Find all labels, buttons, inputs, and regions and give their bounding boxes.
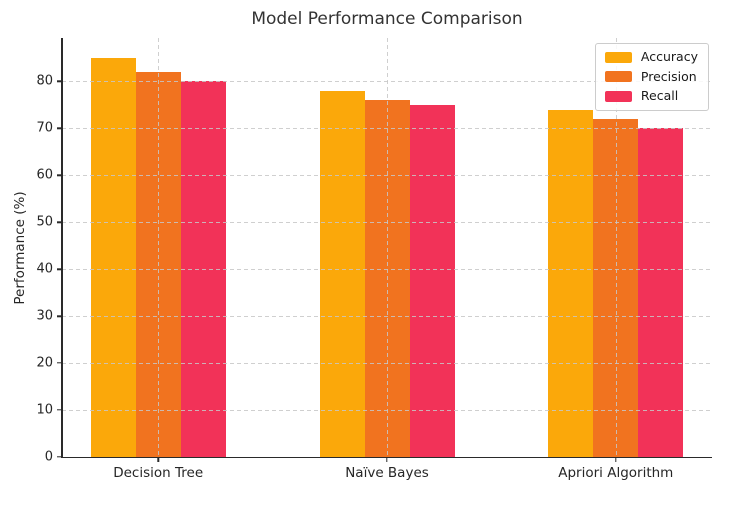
y-tick-label-50: 50 (36, 214, 53, 230)
y-tick-label-20: 20 (36, 355, 53, 371)
h-gridline-40 (62, 269, 712, 271)
bar-precision-1 (135, 72, 181, 457)
bar-recall-2 (409, 104, 455, 457)
bar-precision-3 (593, 118, 639, 457)
legend-swatch-accuracy (604, 51, 632, 63)
bar-recall-3 (638, 128, 684, 457)
h-gridline-20 (62, 363, 712, 365)
y-tick-label-70: 70 (36, 120, 53, 136)
h-gridline-50 (62, 222, 712, 224)
legend-label-precision: Precision (640, 68, 697, 84)
y-axis-spine (61, 38, 63, 457)
bar-precision-2 (364, 100, 410, 457)
bar-accuracy-1 (90, 57, 136, 457)
h-gridline-70 (62, 128, 712, 130)
v-gridline-2 (387, 38, 388, 457)
x-axis-spine (61, 456, 712, 458)
h-gridline-30 (62, 316, 712, 318)
legend-item-precision: Precision (604, 68, 698, 84)
y-tick-label-40: 40 (36, 261, 53, 277)
x-tick-label-2: Naïve Bayes (345, 465, 429, 481)
y-tick-label-30: 30 (36, 308, 53, 324)
legend-item-accuracy: Accuracy (604, 49, 698, 64)
y-axis-label: Performance (%) (12, 191, 28, 305)
legend-swatch-precision (604, 71, 632, 83)
legend: Accuracy Precision Recall (594, 43, 709, 111)
y-tick-label-10: 10 (36, 402, 53, 418)
bar-recall-1 (180, 81, 226, 457)
chart-title: Model Performance Comparison (251, 9, 523, 29)
legend-label-accuracy: Accuracy (640, 49, 698, 64)
x-tick-mark-2 (386, 457, 388, 462)
h-gridline-60 (62, 175, 712, 177)
h-gridline-10 (62, 410, 712, 412)
plot-area: 0 10 20 30 40 50 60 70 80 Decision Tree Naïve Baye… (36, 38, 712, 481)
x-tick-label-1: Decision Tree (113, 465, 204, 481)
x-tick-mark-3 (615, 457, 617, 462)
legend-item-recall: Recall (604, 88, 698, 103)
y-tick-label-80: 80 (36, 73, 53, 89)
legend-label-recall: Recall (640, 88, 679, 103)
y-tick-label-60: 60 (36, 167, 53, 183)
bar-accuracy-3 (548, 109, 594, 457)
legend-swatch-recall (604, 90, 632, 102)
x-tick-label-3: Apriori Algorithm (558, 465, 674, 481)
bar-accuracy-2 (319, 90, 365, 457)
v-gridline-1 (158, 38, 160, 457)
x-tick-mark-1 (157, 457, 159, 462)
y-tick-label-0: 0 (44, 449, 53, 465)
